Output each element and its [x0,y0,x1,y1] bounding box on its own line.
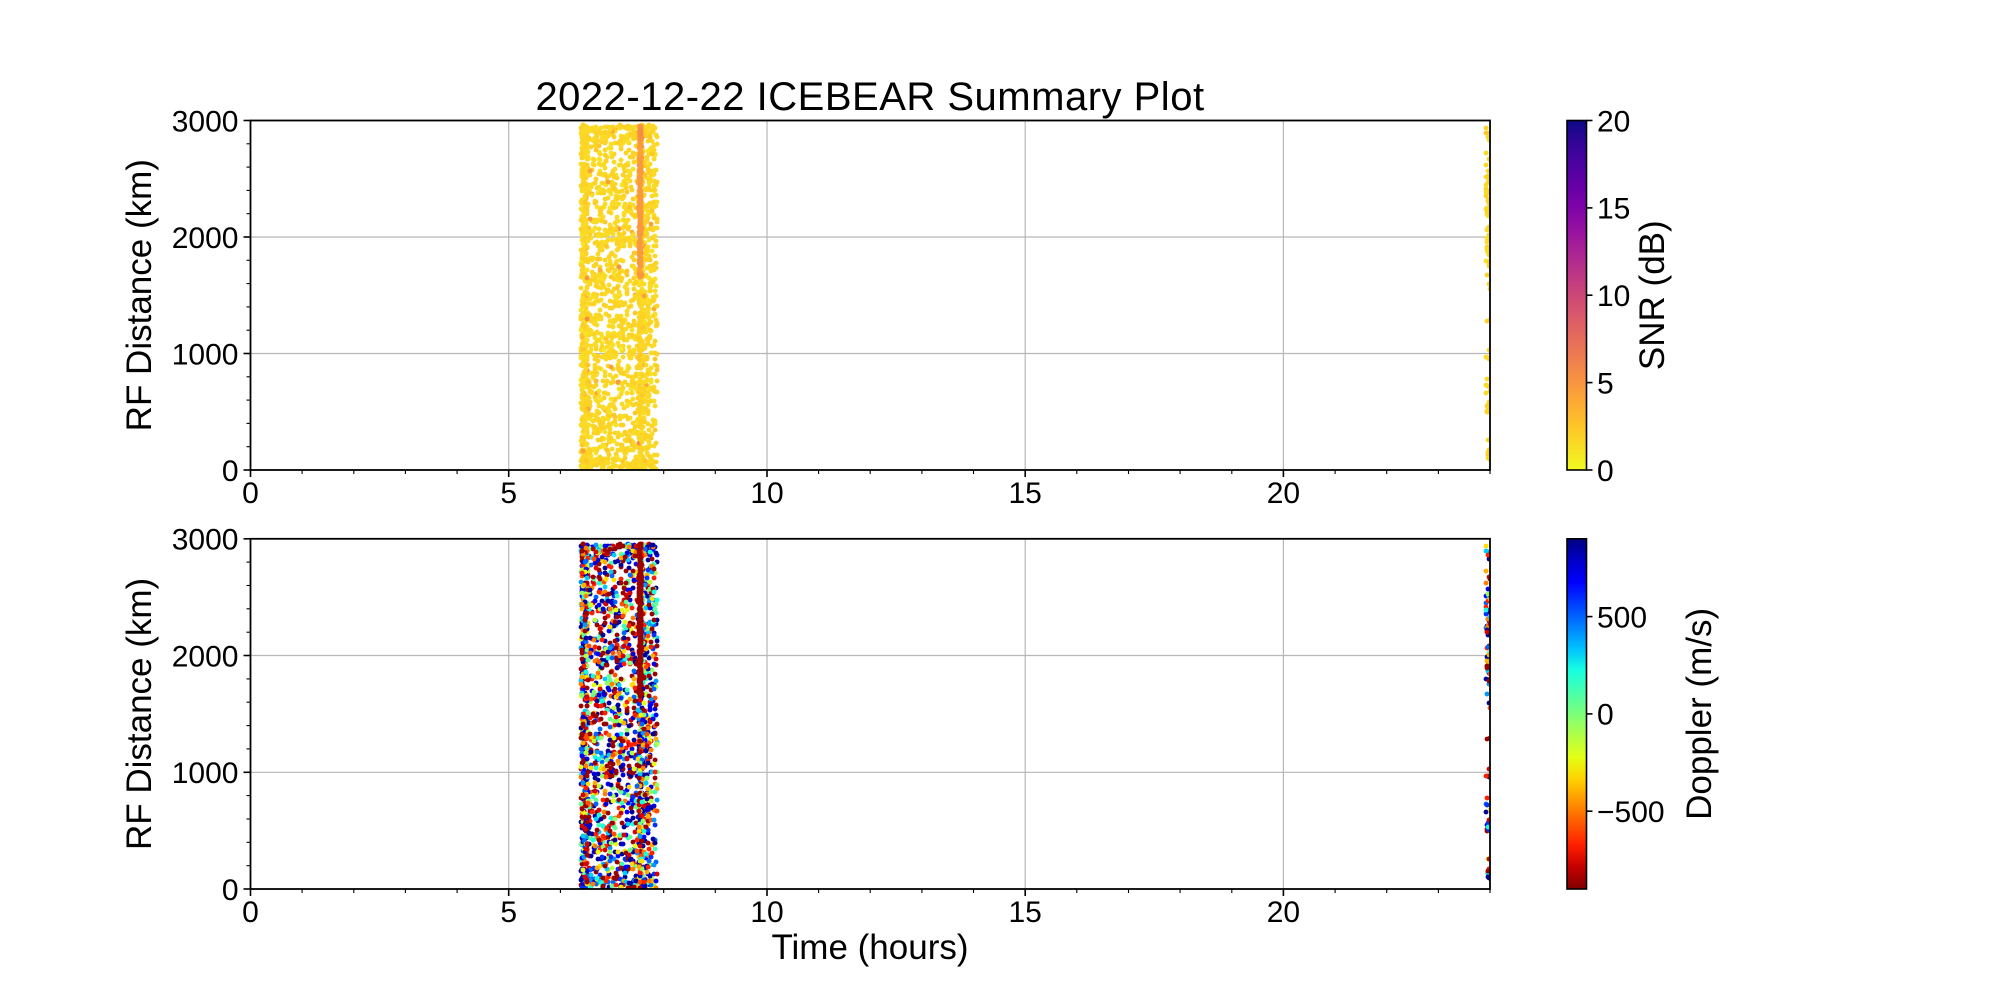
svg-text:15: 15 [1009,477,1042,510]
svg-text:0: 0 [222,455,239,488]
svg-text:15: 15 [1009,896,1042,929]
svg-text:Time (hours): Time (hours) [771,928,968,967]
svg-text:3000: 3000 [172,524,239,557]
svg-text:2022-12-22 ICEBEAR Summary Plo: 2022-12-22 ICEBEAR Summary Plot [535,75,1204,119]
svg-text:0: 0 [242,896,259,929]
svg-text:10: 10 [1597,280,1630,313]
svg-text:1000: 1000 [172,757,239,790]
svg-text:20: 20 [1267,896,1300,929]
svg-text:500: 500 [1597,601,1647,634]
svg-text:2000: 2000 [172,640,239,673]
svg-text:10: 10 [750,477,783,510]
svg-text:RF Distance (km): RF Distance (km) [120,578,159,850]
svg-text:0: 0 [1597,455,1614,488]
svg-text:3000: 3000 [172,105,239,138]
svg-text:0: 0 [222,874,239,907]
svg-text:20: 20 [1597,105,1630,138]
svg-text:5: 5 [500,896,517,929]
svg-text:1000: 1000 [172,338,239,371]
svg-text:0: 0 [242,477,259,510]
svg-text:SNR (dB): SNR (dB) [1633,220,1672,370]
svg-text:Doppler (m/s): Doppler (m/s) [1680,608,1719,820]
svg-text:5: 5 [500,477,517,510]
svg-text:10: 10 [750,896,783,929]
svg-text:RF Distance (km): RF Distance (km) [120,159,159,431]
svg-text:−500: −500 [1597,796,1665,829]
svg-text:5: 5 [1597,367,1614,400]
svg-text:0: 0 [1597,699,1614,732]
svg-text:2000: 2000 [172,222,239,255]
svg-text:20: 20 [1267,477,1300,510]
svg-text:15: 15 [1597,193,1630,226]
